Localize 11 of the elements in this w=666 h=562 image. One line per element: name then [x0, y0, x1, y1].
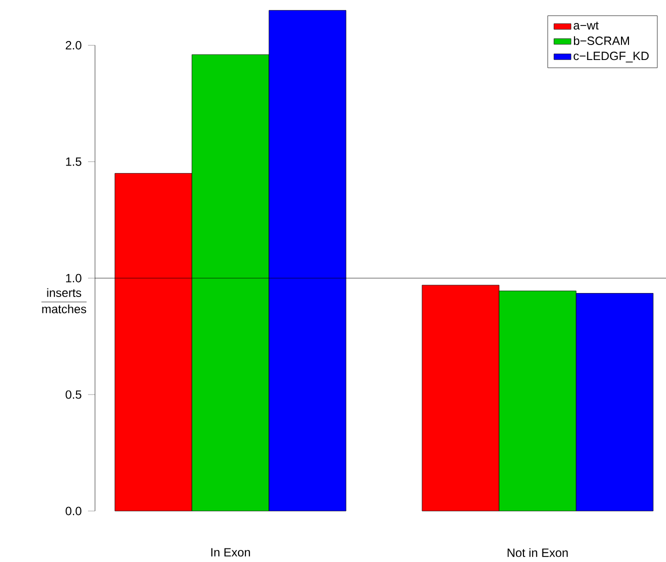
y-tick-label: 0.5 [66, 390, 82, 399]
legend-label: a−wt [574, 22, 599, 30]
x-tick-label: In Exon [211, 548, 250, 557]
y-axis-title: $\frac{\mbox{inserts}}{\mbox{matches}}$ [41, 288, 87, 314]
x-tick-label: Not in Exon [508, 548, 568, 557]
y-tick-label: 2.0 [66, 41, 82, 50]
legend-label: c−LEDGF_KD [574, 52, 649, 62]
legend-label: b−SCRAM [574, 36, 629, 46]
y-tick-label: 1.5 [66, 158, 82, 166]
y-tick-label: 1.0 [66, 274, 82, 282]
y-tick-label: 0.0 [66, 506, 82, 516]
